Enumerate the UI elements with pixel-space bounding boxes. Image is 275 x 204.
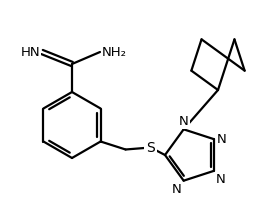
Text: N: N (216, 173, 225, 186)
Text: NH₂: NH₂ (102, 45, 127, 59)
Text: N: N (172, 183, 182, 196)
Text: N: N (217, 133, 227, 146)
Text: HN: HN (20, 45, 40, 59)
Text: N: N (179, 115, 189, 128)
Text: S: S (146, 141, 155, 154)
